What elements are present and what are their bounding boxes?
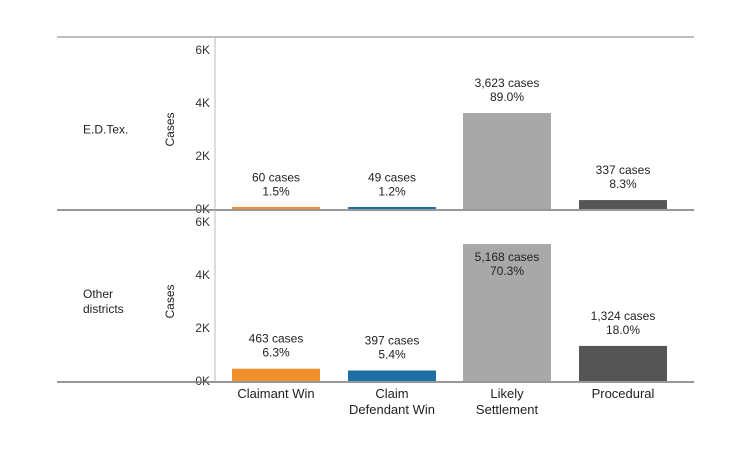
y-axis-title: Cases: [163, 284, 177, 318]
category-label: Procedural: [592, 386, 655, 401]
category-label: Defendant Win: [349, 402, 435, 417]
data-label: 3,623 cases: [475, 76, 540, 90]
data-label: 89.0%: [490, 90, 524, 104]
bar-edtex-0: [232, 207, 320, 209]
bar-edtex-3: [579, 200, 667, 209]
data-label: 397 cases: [365, 333, 420, 347]
data-label: 5.4%: [378, 347, 406, 361]
data-label: 337 cases: [596, 163, 651, 177]
bar-edtex-1: [348, 207, 436, 209]
data-label: 60 cases: [252, 170, 300, 184]
y-tick-label: 2K: [195, 149, 210, 163]
bar-other-1: [348, 370, 436, 381]
category-label: Likely: [490, 386, 524, 401]
y-tick-label: 6K: [195, 43, 210, 57]
y-axis-title: Cases: [163, 112, 177, 146]
data-label: 463 cases: [249, 332, 304, 346]
y-tick-label: 4K: [195, 96, 210, 110]
y-tick-label: 6K: [195, 215, 210, 229]
panel-label: districts: [83, 302, 124, 316]
data-label: 1,324 cases: [591, 309, 656, 323]
bar-other-3: [579, 345, 667, 381]
data-label: 49 cases: [368, 171, 416, 185]
bar-edtex-2: [463, 112, 551, 209]
panel-label: Other: [83, 287, 113, 301]
data-label: 6.3%: [262, 346, 290, 360]
category-label: Claim: [375, 386, 408, 401]
data-label: 8.3%: [609, 177, 637, 191]
y-tick-label: 0K: [195, 374, 210, 388]
y-tick-label: 2K: [195, 321, 210, 335]
data-label: 70.3%: [490, 264, 524, 278]
data-label: 5,168 cases: [475, 250, 540, 264]
y-tick-label: 4K: [195, 268, 210, 282]
bar-other-2: [463, 244, 551, 381]
category-label: Settlement: [476, 402, 539, 417]
bar-other-0: [232, 368, 320, 381]
data-label: 18.0%: [606, 323, 640, 337]
panel-label: E.D.Tex.: [83, 123, 128, 137]
data-label: 1.5%: [262, 184, 290, 198]
category-label: Claimant Win: [237, 386, 314, 401]
data-label: 1.2%: [378, 185, 406, 199]
y-tick-label: 0K: [195, 202, 210, 216]
